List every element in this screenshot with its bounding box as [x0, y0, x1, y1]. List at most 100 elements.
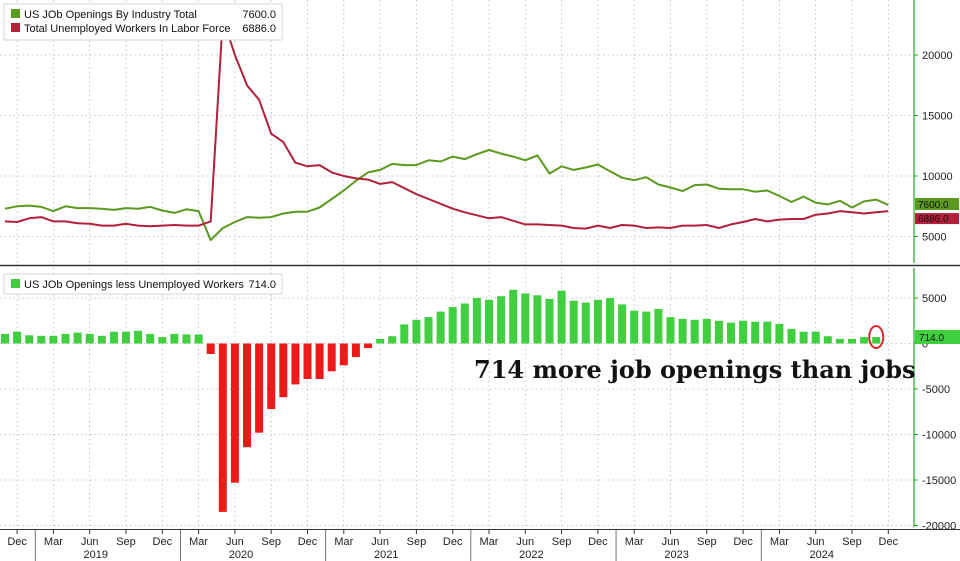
x-tick-label: Jun — [807, 536, 825, 548]
x-tick-label: Mar — [189, 536, 208, 548]
bar — [170, 333, 179, 344]
bar — [122, 331, 130, 344]
bar — [412, 319, 421, 344]
x-tick-label: Mar — [625, 536, 644, 548]
bar — [751, 321, 760, 344]
bar — [61, 333, 70, 344]
bar — [1, 333, 9, 344]
x-tick-label: Sep — [842, 536, 862, 548]
bar — [666, 317, 675, 344]
bar — [872, 337, 881, 344]
bar — [606, 298, 614, 344]
x-tick-label: Sep — [407, 536, 427, 548]
bar — [714, 320, 723, 344]
bar — [860, 337, 869, 344]
bar — [25, 335, 34, 344]
x-tick-label: Dec — [298, 536, 318, 548]
legend-swatch-openings — [11, 9, 20, 18]
x-tick-label: Sep — [697, 536, 717, 548]
x-tick-label: Sep — [261, 536, 281, 548]
bar — [630, 310, 639, 344]
x-year-label: 2022 — [519, 549, 543, 561]
bar — [388, 336, 397, 344]
bar — [618, 304, 627, 344]
series-line-openings — [4, 149, 889, 242]
bar — [339, 343, 348, 366]
bottom-legend: US JOb Openings less Unemployed Workers … — [3, 273, 283, 295]
series-line-unemployed — [4, 17, 889, 230]
x-year-label: 2024 — [810, 549, 834, 561]
legend-value-difference: 714.0 — [248, 279, 276, 291]
x-year-label: 2023 — [664, 549, 688, 561]
legend-swatch-difference — [11, 279, 20, 288]
x-tick-label: Jun — [662, 536, 680, 548]
x-tick-label: Sep — [116, 536, 136, 548]
x-tick-label: Mar — [44, 536, 63, 548]
bar — [291, 343, 300, 385]
bar — [109, 331, 118, 344]
bar — [303, 343, 312, 379]
y-tick-label-top: 20000 — [922, 50, 953, 62]
bar — [243, 343, 251, 448]
bar — [702, 318, 711, 344]
x-year-label: 2019 — [84, 549, 108, 561]
y-tick-label-top: 15000 — [922, 111, 953, 123]
bar — [593, 299, 602, 344]
x-tick-label: Jun — [371, 536, 389, 548]
y-tick-label-bottom: -15000 — [922, 475, 956, 487]
legend-label-unemployed: Total Unemployed Workers In Labor Force — [24, 23, 230, 35]
bar — [206, 343, 215, 354]
x-tick-label: Mar — [334, 536, 353, 548]
legend-label-openings: US JOb Openings By Industry Total — [24, 9, 197, 21]
bar — [255, 343, 264, 433]
bar — [835, 338, 844, 344]
bar — [364, 343, 372, 349]
bar — [739, 320, 748, 344]
bar — [448, 307, 457, 344]
bar — [678, 318, 687, 344]
bar — [799, 331, 808, 344]
bar — [509, 289, 518, 344]
y-tick-label-bottom: -20000 — [922, 521, 956, 533]
x-tick-label: Jun — [81, 536, 99, 548]
bar — [763, 321, 772, 344]
last-value-tag-difference — [915, 330, 960, 345]
bar — [811, 331, 820, 344]
x-year-label: 2020 — [229, 549, 253, 561]
bar — [545, 298, 554, 344]
bar — [569, 300, 578, 344]
x-tick-label: Dec — [879, 536, 899, 548]
bar — [823, 336, 832, 344]
last-value-text-difference: 714.0 — [919, 333, 944, 344]
bar — [194, 334, 203, 344]
bar — [424, 317, 433, 344]
x-year-label: 2021 — [374, 549, 398, 561]
x-tick-label: Dec — [7, 536, 27, 548]
x-tick-label: Dec — [153, 536, 173, 548]
last-value-tag-openings — [915, 198, 959, 211]
top-panel — [4, 17, 889, 242]
x-tick-label: Dec — [588, 536, 608, 548]
legend-value-unemployed: 6886.0 — [242, 23, 276, 35]
bar — [727, 322, 735, 344]
bar — [775, 323, 784, 344]
bar — [533, 295, 542, 344]
bar — [642, 311, 651, 344]
top-legend: US JOb Openings By Industry Total 7600.0… — [3, 3, 283, 41]
bar — [97, 335, 106, 344]
bar — [13, 331, 22, 344]
bar — [73, 332, 82, 344]
bar — [158, 337, 167, 344]
bar — [581, 302, 590, 344]
legend-value-openings: 7600.0 — [242, 9, 276, 21]
x-tick-label: Mar — [480, 536, 499, 548]
last-value-text-unemployed: 6886.0 — [918, 214, 949, 225]
bar — [279, 343, 288, 398]
bar — [49, 335, 58, 344]
x-tick-label: Jun — [516, 536, 534, 548]
bar — [460, 303, 469, 344]
x-tick-label: Mar — [770, 536, 789, 548]
last-value-text-openings: 7600.0 — [918, 200, 949, 211]
x-tick-label: Jun — [226, 536, 244, 548]
bar — [182, 334, 191, 344]
